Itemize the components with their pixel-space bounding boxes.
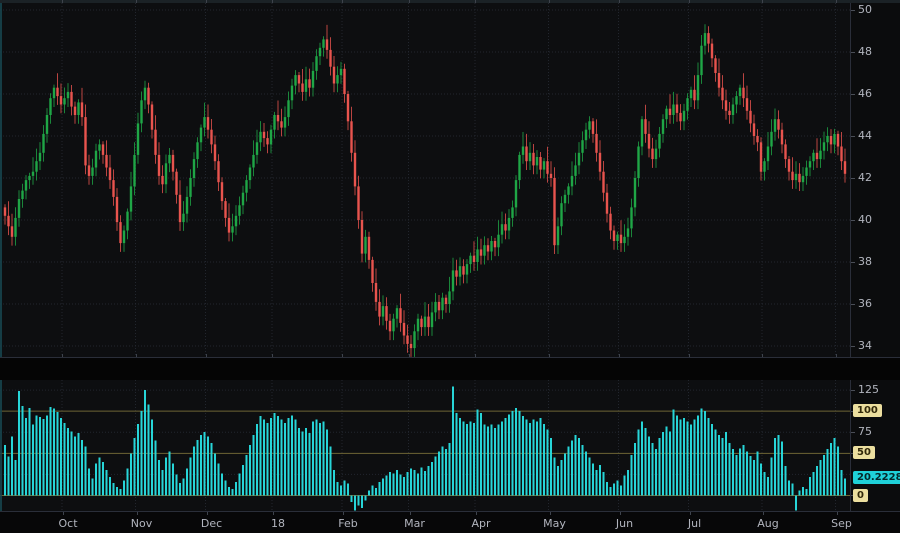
top-tick-mark	[762, 0, 763, 3]
price-tick-mark	[851, 135, 855, 137]
time-tick-mark	[689, 512, 691, 515]
indicator-legend-band: BollingerPercentB (SIMPLE, CLOSE, 0, 20,…	[0, 358, 900, 380]
level-badge-50: 50	[853, 446, 875, 460]
price-tick-label: 36	[858, 297, 872, 310]
top-tick-mark	[548, 0, 550, 3]
time-tick-mark	[619, 512, 621, 515]
price-tick-label: 50	[858, 3, 872, 16]
price-axis[interactable]: 50 48 46 44 42 40 38 36 34	[850, 3, 900, 357]
separator-tick-mark	[62, 354, 63, 357]
separator-tick-mark	[272, 354, 273, 357]
separator-tick-mark	[135, 354, 137, 357]
current-value-badge: 20.2228	[853, 471, 900, 485]
price-tick-mark	[851, 9, 855, 11]
time-tick-mark	[136, 512, 138, 515]
price-tick-mark	[851, 51, 855, 53]
top-tick-mark	[272, 0, 273, 3]
time-axis[interactable]: Oct Nov Dec 18 Feb Mar Apr May Jun Jul Aug Sep	[0, 511, 900, 533]
top-tick-mark	[835, 0, 837, 3]
separator-tick-mark	[688, 354, 690, 357]
time-tick-mark	[763, 512, 764, 515]
indicator-tick-label: 125	[858, 383, 879, 397]
separator-tick-mark	[205, 354, 207, 357]
time-label-may: May	[543, 517, 566, 530]
price-tick-label: 44	[858, 129, 872, 142]
price-tick-label: 40	[858, 213, 872, 226]
time-tick-mark	[63, 512, 64, 515]
time-label-nov: Nov	[130, 517, 153, 530]
time-tick-mark	[476, 512, 477, 515]
indicator-tick-label: 75	[858, 425, 872, 439]
time-label-mar: Mar	[404, 517, 425, 530]
price-tick-mark	[851, 345, 855, 347]
price-tick-mark	[851, 219, 855, 221]
time-label-feb: Feb	[338, 517, 358, 530]
separator-tick-mark	[618, 354, 620, 357]
separator-tick-mark	[548, 354, 550, 357]
price-tick-label: 46	[858, 87, 872, 100]
level-badge-0: 0	[853, 488, 868, 502]
top-tick-mark	[62, 0, 63, 3]
indicator-tick-mark	[851, 431, 855, 433]
indicator-tick-mark	[851, 389, 855, 391]
top-tick-mark	[475, 0, 476, 3]
time-tick-mark	[206, 512, 208, 515]
time-label-oct: Oct	[58, 517, 78, 530]
pane-separator[interactable]	[0, 354, 900, 358]
price-tick-label: 42	[858, 171, 872, 184]
time-tick-mark	[273, 512, 274, 515]
time-label-dec: Dec	[200, 517, 223, 530]
time-label-jun: Jun	[615, 517, 634, 530]
top-tick-mark	[618, 0, 620, 3]
left-edge-line	[0, 3, 2, 357]
time-label-18: 18	[271, 517, 285, 530]
separator-tick-mark	[408, 354, 410, 357]
price-tick-label: 48	[858, 45, 872, 58]
separator-tick-mark	[762, 354, 763, 357]
time-tick-mark	[836, 512, 838, 515]
separator-tick-mark	[835, 354, 837, 357]
percentb-histogram	[0, 380, 850, 511]
price-tick-label: 34	[858, 339, 872, 352]
top-tick-mark	[342, 0, 343, 3]
price-tick-mark	[851, 177, 855, 179]
time-label-aug: Aug	[757, 517, 779, 530]
separator-tick-mark	[475, 354, 476, 357]
indicator-pane[interactable]	[0, 380, 850, 511]
top-edge-strip	[0, 0, 900, 3]
time-label-apr: Apr	[471, 517, 491, 530]
price-tick-label: 38	[858, 255, 872, 268]
price-pane[interactable]	[0, 3, 850, 357]
top-tick-mark	[408, 0, 410, 3]
price-tick-mark	[851, 261, 855, 263]
top-tick-mark	[205, 0, 207, 3]
indicator-axis[interactable]: 125 75 100 50 0 20.2228	[850, 380, 900, 511]
level-badge-100: 100	[853, 404, 882, 418]
time-label-sep: Sep	[831, 517, 852, 530]
time-tick-mark	[409, 512, 411, 515]
time-tick-mark	[549, 512, 551, 515]
top-tick-mark	[135, 0, 137, 3]
separator-tick-mark	[342, 354, 343, 357]
candlestick-chart	[0, 3, 850, 357]
time-label-jul: Jul	[687, 517, 702, 530]
top-tick-mark	[688, 0, 690, 3]
price-tick-mark	[851, 93, 855, 95]
left-edge-line	[0, 380, 2, 511]
price-tick-mark	[851, 303, 855, 305]
time-tick-mark	[343, 512, 344, 515]
